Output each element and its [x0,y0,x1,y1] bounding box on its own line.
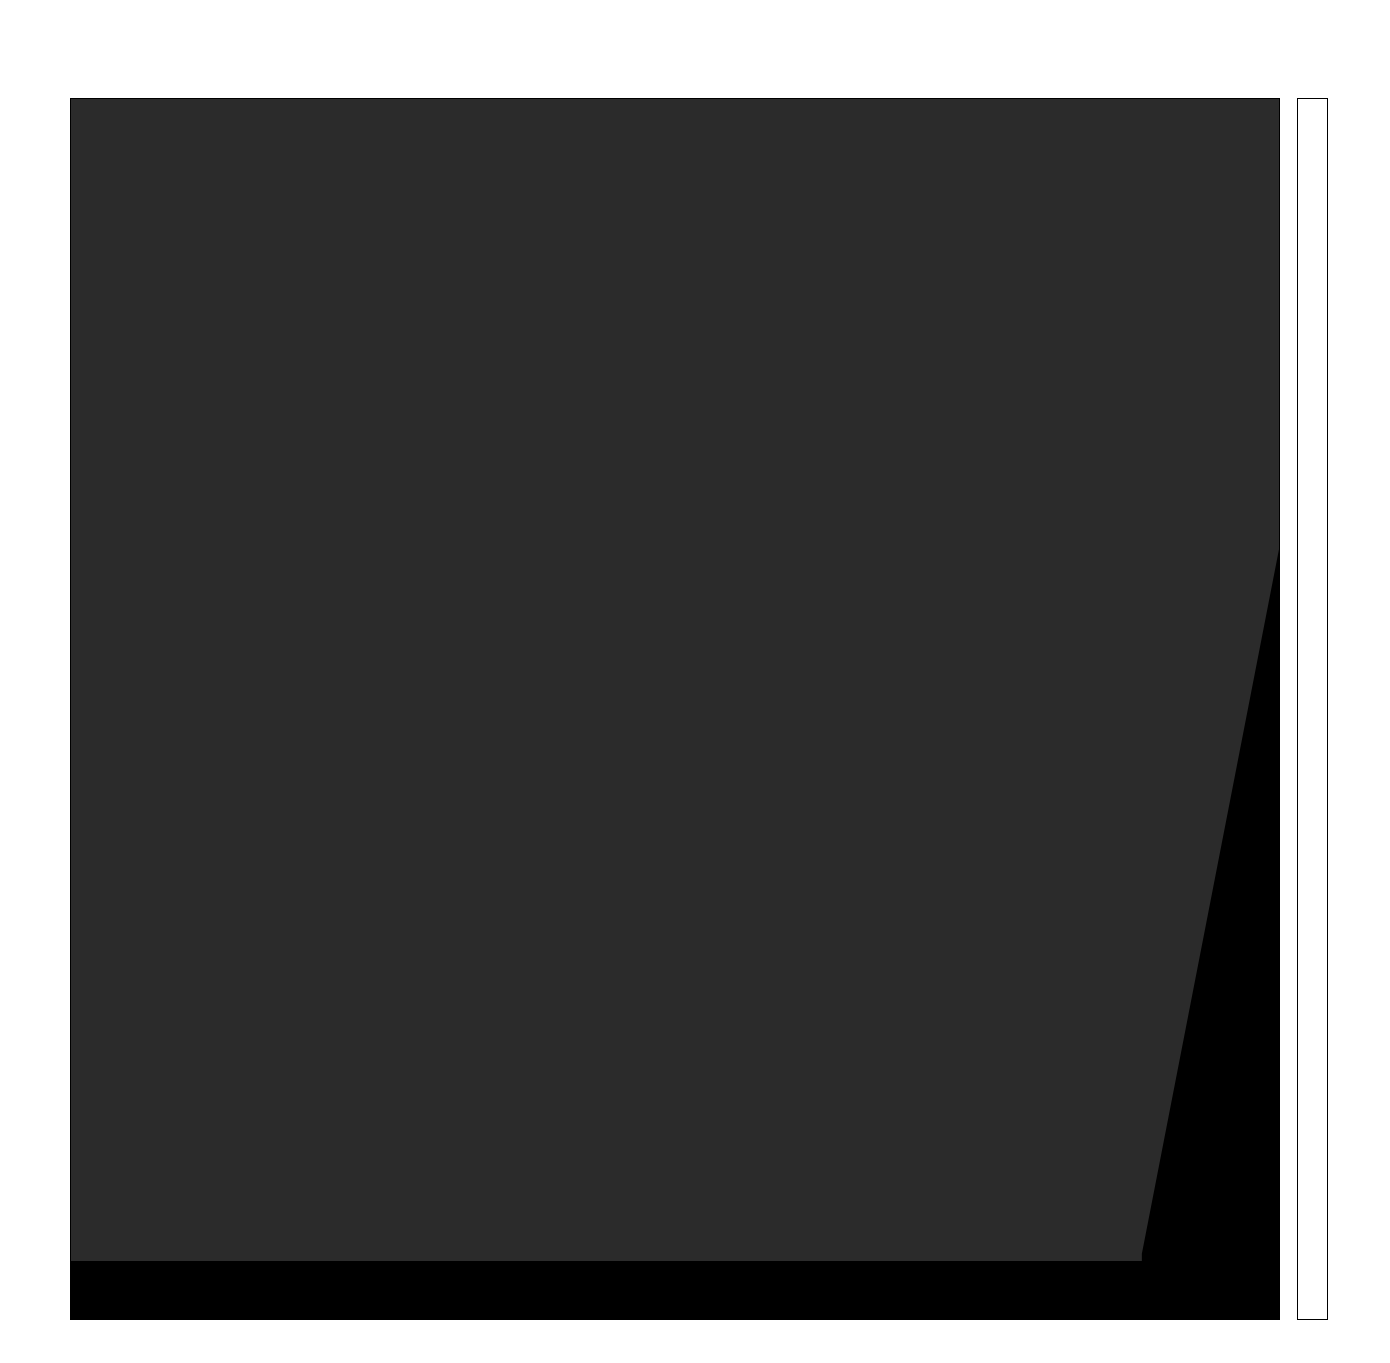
satellite-swath [71,99,1279,1273]
satellite-plot-area[interactable] [70,98,1280,1320]
copyright-band [71,1261,1279,1319]
lat-lon-gridlines [71,99,1279,1319]
colorbar [1297,98,1328,1320]
